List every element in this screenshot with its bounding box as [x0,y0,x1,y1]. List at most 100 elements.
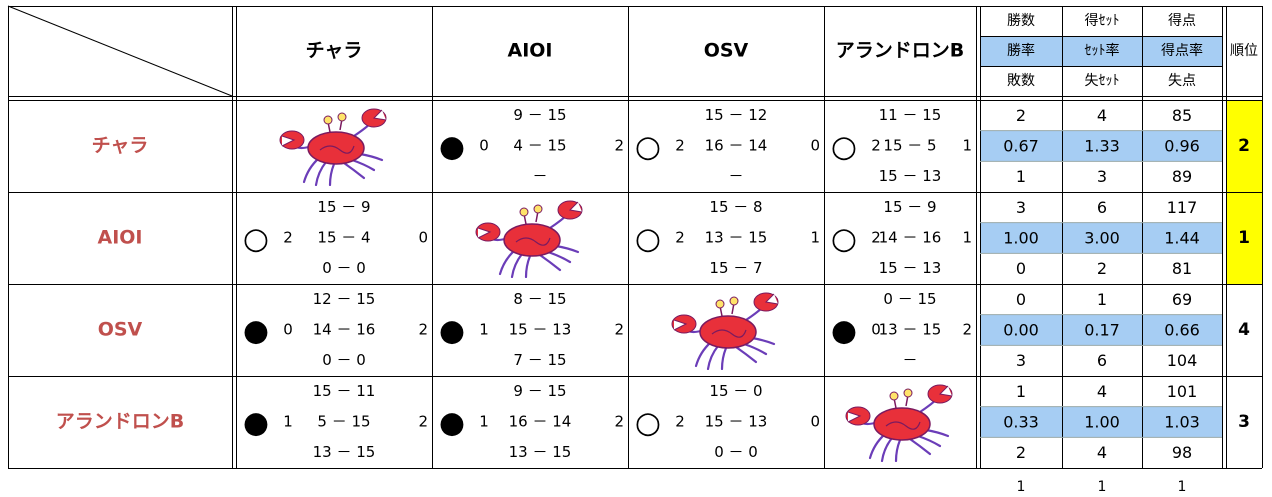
stat-label: 失ｾｯﾄ [1085,73,1120,89]
stat-value: 3.00 [1084,229,1120,248]
sets-won: 2 [675,137,685,155]
crab-icon [670,291,780,370]
stat-label: 得点率 [1161,42,1203,59]
result-mark: ○ [635,222,661,257]
sets-lost: 1 [962,137,972,155]
result-mark: ○ [635,130,661,165]
stat-value: 4 [1097,443,1107,462]
stat-value: 4 [1097,106,1107,125]
stat-label: 勝率 [1007,42,1035,59]
game-score: 15 － 7 [709,259,762,277]
result-mark: ● [439,314,465,349]
stat-band [980,130,1222,162]
result-mark: ● [439,130,465,165]
rank-label: 順位 [1230,43,1258,59]
sets-won: 2 [675,229,685,247]
game-score: 15 － 0 [709,382,762,400]
game-score: 0 － 15 [883,290,936,308]
crab-icon [278,107,388,186]
game-score: 15 － 9 [883,198,936,216]
rank-value: 1 [1238,228,1250,248]
game-score: 13 － 15 [313,443,376,461]
result-mark: ○ [635,406,661,441]
stat-band [980,406,1222,438]
stat-band [980,222,1222,254]
game-score: 4 － 15 [513,137,566,155]
sets-won: 2 [871,229,881,247]
rank-value: 4 [1238,320,1250,340]
stat-value: 2 [1016,443,1026,462]
header-team: アランドロンB [836,40,964,62]
stat-value: 1 [1097,290,1107,309]
sets-won: 1 [479,413,489,431]
game-score: 16 － 14 [509,413,572,431]
game-score: 0 － 0 [322,259,366,277]
sets-lost: 0 [810,413,820,431]
game-score: 12 － 15 [313,290,376,308]
sets-won: 0 [479,137,489,155]
rank-highlight [1226,192,1262,284]
stat-value: 2 [1016,106,1026,125]
game-score: 11 － 15 [879,106,942,124]
stat-value: 1.44 [1164,229,1200,248]
stat-value: 85 [1172,106,1192,125]
stat-value: 104 [1167,351,1198,370]
sets-won: 2 [871,137,881,155]
stat-value: 89 [1172,167,1192,186]
stat-value: 0.96 [1164,137,1200,156]
sets-lost: 2 [962,321,972,339]
sets-lost: 0 [810,137,820,155]
stat-value: 101 [1167,382,1198,401]
game-score: 0 － 0 [714,443,758,461]
game-score: 13 － 15 [705,229,768,247]
stat-value: 3 [1097,167,1107,186]
game-score: 15 － 9 [317,198,370,216]
sets-lost: 2 [614,137,624,155]
stat-value: 3 [1016,351,1026,370]
game-score: 13 － 15 [509,443,572,461]
result-mark: ● [243,406,269,441]
game-score: 14 － 16 [313,321,376,339]
result-mark: ○ [831,222,857,257]
game-score: － [902,351,917,369]
stat-value: 1 [1016,382,1026,401]
stat-label: 勝数 [1007,13,1035,29]
row-team: アランドロンB [56,411,184,433]
stat-label: 敗数 [1007,73,1035,89]
rank-value: 2 [1238,136,1250,156]
game-score: 15 － 13 [879,259,942,277]
game-score: 16 － 14 [705,137,768,155]
stat-value: 0.66 [1164,321,1200,340]
rank-highlight [1226,100,1262,192]
sets-won: 0 [871,321,881,339]
stat-value: 4 [1097,382,1107,401]
stat-value: 6 [1097,351,1107,370]
footer-value: 1 [1098,479,1107,495]
stat-value: 3 [1016,198,1026,217]
game-score: 15 － 13 [879,167,942,185]
sets-lost: 2 [614,413,624,431]
sets-won: 1 [283,413,293,431]
stat-value: 1.00 [1084,413,1120,432]
game-score: 15 － 13 [705,413,768,431]
sets-lost: 2 [418,413,428,431]
header-team: OSV [704,40,749,62]
game-score: 7 － 15 [513,351,566,369]
sets-lost: 2 [418,321,428,339]
sets-won: 2 [283,229,293,247]
stat-value: 1 [1016,167,1026,186]
game-score: 13 － 15 [879,321,942,339]
result-mark: ● [439,406,465,441]
game-score: 5 － 15 [317,413,370,431]
game-score: 15 － 5 [883,137,936,155]
stat-value: 0.00 [1003,321,1039,340]
game-score: 15 － 4 [317,229,370,247]
result-mark: ● [243,314,269,349]
game-score: 15 － 12 [705,106,768,124]
stat-label: ｾｯﾄ率 [1085,42,1120,59]
row-team: OSV [98,319,143,341]
stat-label: 得点 [1168,12,1196,29]
stat-value: 0.17 [1084,321,1120,340]
stat-value: 81 [1172,259,1192,278]
